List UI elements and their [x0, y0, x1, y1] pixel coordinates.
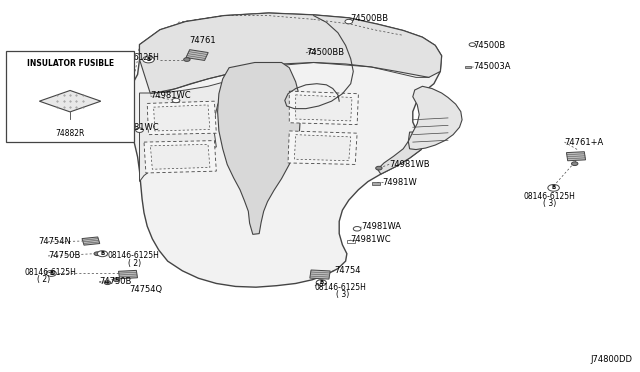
Text: B: B [49, 271, 53, 276]
Circle shape [172, 98, 180, 103]
Text: 74981W: 74981W [383, 178, 417, 187]
Text: B: B [147, 57, 150, 62]
Polygon shape [378, 132, 422, 174]
Circle shape [309, 49, 316, 53]
Circle shape [469, 43, 476, 46]
Text: 74500BB: 74500BB [351, 14, 389, 23]
Text: 74761+A: 74761+A [564, 138, 604, 147]
Polygon shape [288, 131, 357, 164]
Circle shape [46, 270, 56, 276]
Circle shape [94, 252, 100, 256]
Text: 74981WB: 74981WB [389, 160, 429, 169]
Bar [465, 66, 471, 68]
Text: 74754: 74754 [334, 266, 360, 275]
Text: 74981WC: 74981WC [118, 123, 159, 132]
Circle shape [316, 280, 326, 286]
Bar [347, 240, 355, 243]
Text: 74761: 74761 [189, 36, 216, 45]
Circle shape [572, 162, 578, 166]
Polygon shape [408, 86, 462, 150]
Text: 08146-6125H: 08146-6125H [524, 192, 575, 201]
Circle shape [97, 251, 108, 257]
Text: 745003A: 745003A [474, 62, 511, 71]
Polygon shape [118, 270, 138, 279]
Polygon shape [218, 62, 301, 234]
Text: 08146-6125H: 08146-6125H [108, 251, 159, 260]
Text: 08146-6125H: 08146-6125H [24, 268, 76, 277]
Text: ( 2): ( 2) [128, 259, 141, 268]
Polygon shape [140, 81, 227, 182]
Text: 08146-6125H: 08146-6125H [108, 53, 159, 62]
Text: 74981WC: 74981WC [150, 92, 191, 100]
Circle shape [376, 166, 382, 170]
Text: 74981WC: 74981WC [351, 235, 391, 244]
Circle shape [113, 278, 120, 282]
Circle shape [136, 128, 143, 132]
Polygon shape [289, 91, 358, 125]
Polygon shape [150, 144, 210, 169]
Polygon shape [294, 135, 351, 161]
Circle shape [184, 58, 190, 61]
Circle shape [317, 280, 323, 284]
Text: 74754Q: 74754Q [129, 285, 163, 294]
Polygon shape [144, 141, 216, 173]
Text: ( 3): ( 3) [120, 61, 134, 70]
Text: B: B [100, 251, 104, 256]
Text: 74750B: 74750B [99, 278, 132, 286]
Circle shape [548, 185, 559, 191]
Text: ( 3): ( 3) [543, 199, 556, 208]
Text: 74500B: 74500B [474, 41, 506, 50]
FancyBboxPatch shape [6, 51, 134, 142]
Text: 74500BB: 74500BB [306, 48, 344, 57]
Text: ( 2): ( 2) [37, 275, 51, 284]
Text: B: B [319, 280, 323, 285]
Text: 74750B: 74750B [48, 251, 81, 260]
Polygon shape [147, 101, 216, 135]
Polygon shape [40, 90, 101, 112]
Text: 08146-6125H: 08146-6125H [315, 283, 367, 292]
Circle shape [143, 56, 154, 63]
Circle shape [345, 19, 353, 24]
Polygon shape [310, 270, 330, 279]
Polygon shape [127, 13, 442, 287]
Polygon shape [154, 105, 210, 131]
Text: 74981WA: 74981WA [362, 222, 402, 231]
Circle shape [104, 281, 111, 285]
Text: B: B [552, 185, 556, 190]
Polygon shape [296, 95, 352, 121]
Polygon shape [140, 13, 442, 94]
Text: 74882R: 74882R [56, 129, 84, 138]
Bar [372, 182, 380, 185]
Polygon shape [186, 49, 208, 61]
Circle shape [353, 227, 361, 231]
Polygon shape [82, 237, 100, 245]
Text: ( 3): ( 3) [336, 290, 349, 299]
Polygon shape [566, 152, 586, 161]
Text: 74754N: 74754N [38, 237, 71, 246]
Text: INSULATOR FUSIBLE: INSULATOR FUSIBLE [26, 59, 114, 68]
Text: J74800DD: J74800DD [590, 355, 632, 364]
